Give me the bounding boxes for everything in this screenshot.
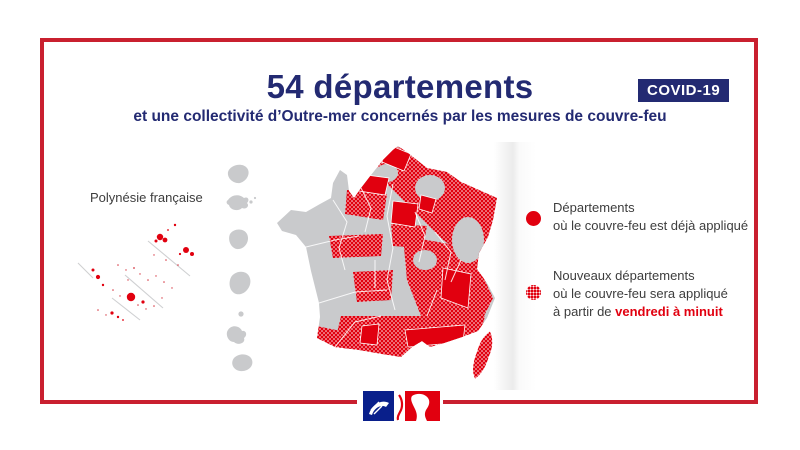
department-borders — [305, 183, 462, 348]
highlight-deadline: vendredi à minuit — [615, 304, 723, 319]
legend-upcoming-line3: à partir de vendredi à minuit — [553, 304, 723, 319]
legend-applied-line1: Départements — [553, 200, 635, 215]
government-logo-icon — [356, 388, 444, 424]
covid19-badge: COVID-19 — [638, 79, 730, 102]
legend-applied-text: Départements où le couvre-feu est déjà a… — [553, 199, 748, 235]
overseas-territories-map — [220, 158, 264, 380]
legend-applied-line2: où le couvre-feu est déjà appliqué — [553, 218, 749, 233]
overseas-territories-icon — [226, 164, 257, 372]
page-subtitle: et une collectivité d’Outre-mer concerné… — [133, 108, 667, 125]
legend-upcoming-dot-icon — [526, 285, 541, 300]
legend-upcoming-line2: où le couvre-feu sera appliqué — [553, 286, 728, 301]
corsica — [472, 330, 493, 380]
legend-upcoming-text: Nouveaux départements où le couvre-feu s… — [553, 267, 728, 321]
polynesia-islands-icon — [77, 223, 194, 321]
france-map-icon — [277, 146, 497, 380]
legend-upcoming-line1: Nouveaux départements — [553, 268, 695, 283]
polynesia-map — [68, 210, 223, 332]
polynesia-label: Polynésie française — [90, 190, 203, 205]
page-title: 54 départements — [266, 68, 534, 105]
france-map — [275, 140, 520, 385]
legend-applied-dot-icon — [526, 211, 541, 226]
